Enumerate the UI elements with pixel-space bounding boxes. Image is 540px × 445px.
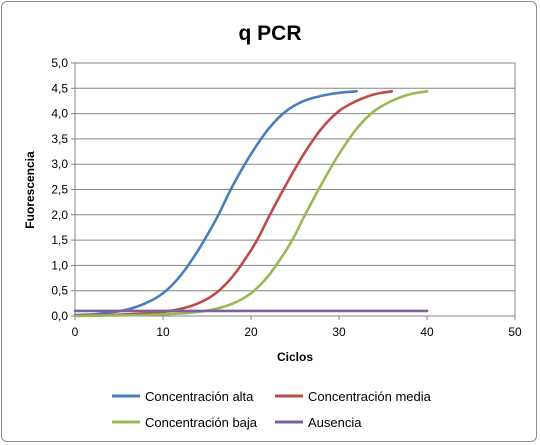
y-tick-label: 3,5 xyxy=(51,132,68,146)
legend-label: Concentración alta xyxy=(145,389,254,404)
x-tick-label: 40 xyxy=(420,325,434,339)
y-tick-label: 5,0 xyxy=(51,56,68,70)
y-tick-label: 0,0 xyxy=(51,309,68,323)
y-tick-label: 4,0 xyxy=(51,107,68,121)
x-axis-title: Ciclos xyxy=(277,350,313,364)
legend-item-concentracion-baja: Concentración baja xyxy=(112,415,258,430)
x-tick-label: 10 xyxy=(156,325,170,339)
y-tick-label: 3,0 xyxy=(51,157,68,171)
y-tick-label: 2,0 xyxy=(51,208,68,222)
series-line-concentracion-baja xyxy=(73,90,429,318)
chart-title: q PCR xyxy=(239,22,302,45)
y-axis-title: Fuorescencia xyxy=(23,151,37,229)
y-tick-label: 1,5 xyxy=(51,233,68,247)
y-tick-label: 2,5 xyxy=(51,183,68,197)
y-tick-label: 0,5 xyxy=(51,284,68,298)
series-line-concentracion-alta xyxy=(73,90,358,317)
legend-item-concentracion-media: Concentración media xyxy=(275,389,432,404)
legend-label: Ausencia xyxy=(308,415,362,430)
series-line-concentracion-media xyxy=(73,90,394,317)
legend: Concentración alta Concentración media Con… xyxy=(112,389,432,430)
legend-label: Concentración media xyxy=(308,389,432,404)
y-tick-label: 1,0 xyxy=(51,258,68,272)
legend-label: Concentración baja xyxy=(145,415,258,430)
legend-item-ausencia: Ausencia xyxy=(275,415,362,430)
axis-layer: 0,0 0,5 1,0 1,5 2,0 2,5 3,0 3,5 4,0 4,5 5,0 0 10 20 30… xyxy=(51,56,522,339)
x-tick-label: 20 xyxy=(244,325,258,339)
y-tick-label: 4,5 xyxy=(51,81,68,95)
series-layer xyxy=(73,90,429,318)
x-tick-label: 50 xyxy=(508,325,522,339)
legend-item-concentracion-alta: Concentración alta xyxy=(112,389,254,404)
x-tick-label: 30 xyxy=(332,325,346,339)
grid-layer xyxy=(75,62,515,317)
x-tick-label: 0 xyxy=(72,325,79,339)
